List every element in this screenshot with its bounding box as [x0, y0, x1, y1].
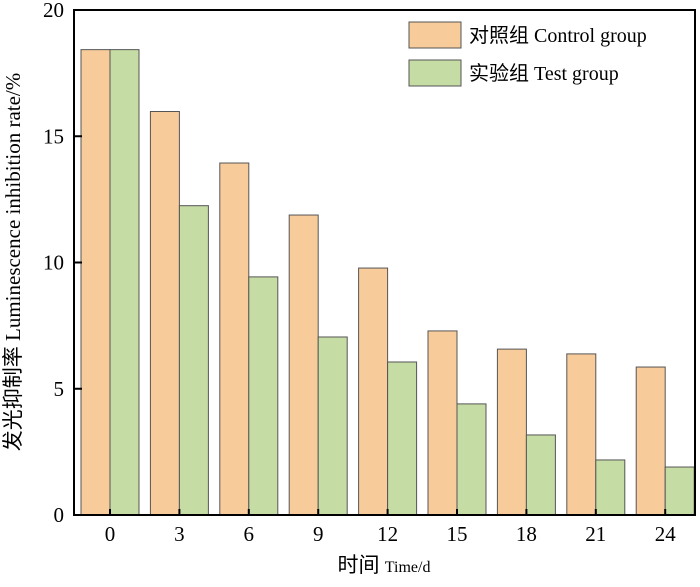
y-tick-label: 15 [43, 124, 64, 148]
bar-test-3 [178, 205, 209, 516]
bar-control-12 [358, 267, 389, 516]
bar-test-15 [456, 403, 487, 516]
bar-control-3 [149, 111, 180, 516]
y-tick-label: 0 [54, 503, 65, 527]
x-tick-label: 12 [377, 522, 398, 546]
x-tick-label: 18 [516, 522, 537, 546]
x-tick-label: 15 [447, 522, 468, 546]
bar-control-24 [635, 366, 666, 516]
y-tick-label: 10 [43, 251, 64, 275]
bar-control-0 [80, 49, 111, 516]
legend-label: 对照组 Control group [469, 24, 647, 47]
y-axis-label: 发光抑制率 Luminescence inhibition rate/% [1, 73, 25, 452]
bar-test-9 [317, 336, 348, 516]
bar-test-24 [664, 466, 695, 516]
bar-control-9 [288, 214, 319, 516]
x-axis-label: 时间 Time/d [338, 553, 431, 577]
legend-swatch [408, 21, 462, 49]
bar-control-6 [219, 162, 250, 516]
bar-control-15 [427, 330, 458, 516]
bar-test-0 [109, 49, 140, 516]
bar-control-18 [496, 348, 527, 516]
bar-test-18 [525, 434, 556, 516]
bar-control-21 [566, 353, 597, 516]
x-tick-label: 21 [585, 522, 606, 546]
bar-test-21 [595, 459, 626, 516]
x-tick-label: 24 [655, 522, 677, 546]
legend-label: 实验组 Test group [469, 62, 619, 85]
y-tick-label: 5 [54, 377, 65, 401]
legend: 对照组 Control group 实验组 Test group [408, 21, 647, 87]
bar-test-6 [248, 276, 279, 516]
legend-swatch [408, 59, 462, 87]
x-tick-label: 3 [174, 522, 185, 546]
bar-test-12 [387, 361, 418, 516]
x-tick-label: 0 [105, 522, 116, 546]
y-tick-label: 20 [43, 0, 64, 22]
x-tick-label: 6 [244, 522, 255, 546]
x-tick-label: 9 [313, 522, 324, 546]
